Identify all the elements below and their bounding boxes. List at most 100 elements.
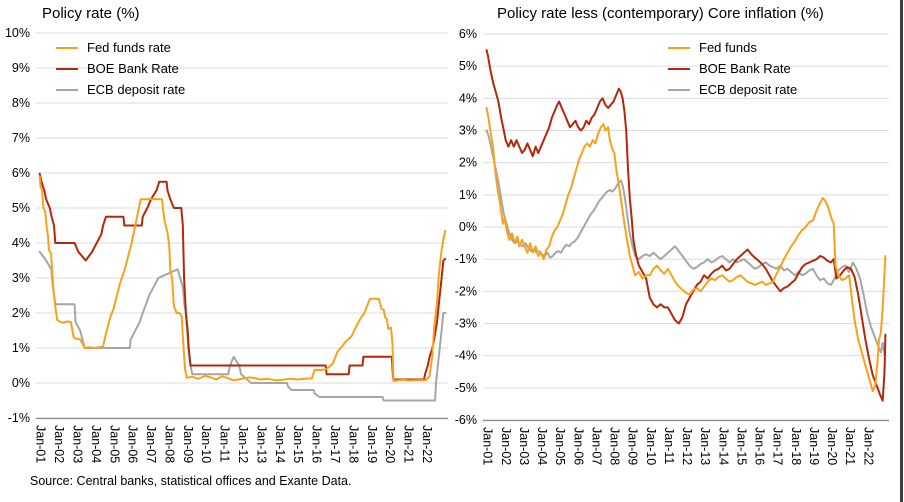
x-tick-label: Jan-09 (626, 427, 640, 465)
x-tick-label: Jan-15 (291, 425, 305, 463)
x-tick-label: Jan-07 (589, 427, 603, 465)
x-tick-label: Jan-20 (383, 425, 397, 463)
y-tick-label: 10% (5, 26, 30, 40)
x-tick-label: Jan-04 (89, 425, 103, 463)
y-tick-label: -2% (455, 284, 477, 298)
x-tick-label: Jan-19 (365, 425, 379, 463)
y-tick-label: 7% (12, 131, 30, 145)
x-tick-label: Jan-04 (535, 427, 549, 465)
x-tick-label: Jan-22 (861, 427, 875, 465)
x-tick-label: Jan-22 (420, 425, 434, 463)
x-tick-label: Jan-16 (310, 425, 324, 463)
x-tick-label: Jan-20 (825, 427, 839, 465)
chart-title: Policy rate less (contemporary) Core inf… (497, 5, 824, 22)
x-tick-label: Jan-05 (553, 427, 567, 465)
legend-swatch-boe (56, 67, 78, 70)
legend-item-ecb: ECB deposit rate (56, 79, 185, 100)
y-tick-label: 4% (459, 91, 477, 105)
x-tick-label: Jan-12 (236, 425, 250, 463)
legend-label: ECB deposit rate (699, 82, 798, 97)
y-tick-label: 1% (12, 341, 30, 355)
x-tick-label: Jan-14 (273, 425, 287, 463)
y-tick-label: 0% (459, 220, 477, 234)
x-tick-label: Jan-11 (218, 425, 232, 462)
series-line-ecb (485, 129, 886, 356)
x-tick-label: Jan-10 (644, 427, 658, 465)
y-tick-label: 6% (12, 166, 30, 180)
x-tick-label: Jan-06 (126, 425, 140, 463)
x-tick-label: Jan-07 (144, 425, 158, 463)
legend-item-boe: BOE Bank Rate (668, 58, 797, 79)
x-tick-label: Jan-01 (481, 427, 495, 465)
series-line-boe (485, 49, 887, 402)
y-tick-label: -4% (455, 349, 477, 363)
chart-policy-rate: Policy rate (%) 10% 9% 8% 7% 6% 5% 4% 3% 2% 1% 0% -… (0, 0, 452, 470)
x-tick-label: Jan-02 (52, 425, 66, 463)
y-tick-label: 0% (12, 376, 30, 390)
x-tick-label: Jan-05 (107, 425, 121, 463)
legend-item-fed: Fed funds (668, 37, 797, 58)
source-note: Source: Central banks, statistical offic… (30, 474, 352, 488)
x-tick-label: Jan-08 (162, 425, 176, 463)
legend-swatch-ecb (668, 88, 690, 91)
legend-swatch-ecb (56, 88, 78, 91)
x-tick-label: Jan-18 (346, 425, 360, 463)
x-tick-label: Jan-03 (70, 425, 84, 463)
x-tick-label: Jan-16 (753, 427, 767, 465)
legend: Fed funds rate BOE Bank Rate ECB deposit r… (56, 37, 185, 100)
y-tick-label: 2% (459, 156, 477, 170)
chart-title: Policy rate (%) (42, 5, 140, 22)
y-tick-label: 5% (12, 201, 30, 215)
legend-item-boe: BOE Bank Rate (56, 58, 185, 79)
x-tick-label: Jan-14 (716, 427, 730, 465)
legend-swatch-boe (668, 67, 690, 70)
y-tick-label: -1% (455, 252, 477, 266)
x-tick-label: Jan-02 (499, 427, 513, 465)
y-tick-label: 2% (12, 306, 30, 320)
x-tick-label: Jan-11 (662, 427, 676, 464)
x-tick-label: Jan-19 (807, 427, 821, 465)
x-tick-label: Jan-13 (254, 425, 268, 463)
x-tick-label: Jan-21 (402, 425, 416, 463)
x-tick-label: Jan-15 (734, 427, 748, 465)
y-tick-label: -3% (455, 317, 477, 331)
y-tick-label: -6% (455, 413, 477, 427)
x-tick-label: Jan-09 (181, 425, 195, 463)
y-tick-label: 9% (12, 61, 30, 75)
legend-label: BOE Bank Rate (699, 61, 791, 76)
x-tick-label: Jan-03 (517, 427, 531, 465)
series-line-fed (38, 175, 447, 382)
y-tick-label: 1% (459, 188, 477, 202)
legend-item-fed: Fed funds rate (56, 37, 185, 58)
legend-swatch-fed (668, 46, 690, 49)
legend-label: Fed funds (699, 40, 757, 55)
y-tick-label: -5% (455, 381, 477, 395)
x-tick-label: Jan-12 (680, 427, 694, 465)
chart-real-policy-rate: Policy rate less (contemporary) Core inf… (452, 0, 904, 470)
x-tick-label: Jan-13 (698, 427, 712, 465)
x-tick-label: Jan-10 (199, 425, 213, 463)
legend-swatch-fed (56, 46, 78, 49)
legend-item-ecb: ECB deposit rate (668, 79, 797, 100)
x-tick-label: Jan-06 (571, 427, 585, 465)
x-tick-label: Jan-17 (771, 427, 785, 465)
legend-label: BOE Bank Rate (87, 61, 179, 76)
series-line-fed (485, 107, 887, 393)
x-tick-label: Jan-17 (328, 425, 342, 463)
x-tick-label: Jan-08 (608, 427, 622, 465)
legend-label: ECB deposit rate (87, 82, 186, 97)
right-border-line (900, 0, 903, 502)
x-tick-label: Jan-18 (789, 427, 803, 465)
plot-area: 6% 5% 4% 3% 2% 1% 0% -1% -2% -3% -4% -5% -6% Jan-01 Ja… (455, 27, 889, 465)
y-tick-label: 5% (459, 59, 477, 73)
y-tick-label: 3% (12, 271, 30, 285)
y-tick-label: 4% (12, 236, 30, 250)
legend: Fed funds BOE Bank Rate ECB deposit rate (668, 37, 797, 100)
y-tick-label: -1% (8, 411, 30, 425)
y-tick-label: 3% (459, 124, 477, 138)
legend-label: Fed funds rate (87, 40, 171, 55)
x-tick-label: Jan-01 (34, 425, 48, 463)
plot-area: 10% 9% 8% 7% 6% 5% 4% 3% 2% 1% 0% -1% Jan-01 Jan-02 Ja… (5, 26, 448, 463)
x-tick-label: Jan-21 (843, 427, 857, 465)
